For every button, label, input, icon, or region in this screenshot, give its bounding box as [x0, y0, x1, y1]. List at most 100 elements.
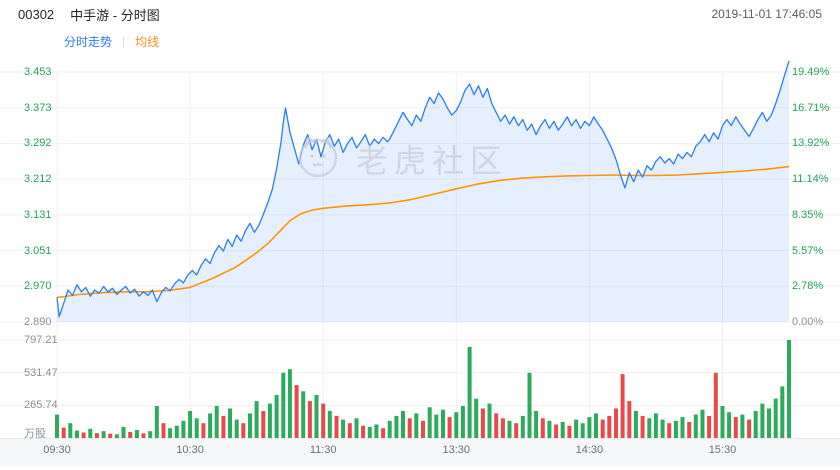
volume-bar — [301, 391, 306, 438]
price-area-fill — [57, 60, 789, 323]
chart-tabs: 分时走势 | 均线 — [0, 28, 840, 54]
volume-bar — [75, 430, 79, 438]
volume-bar — [680, 417, 685, 438]
time-axis-label: 09:30 — [43, 444, 71, 456]
volume-bar — [640, 415, 645, 438]
volume-bar — [660, 419, 665, 438]
volume-bar — [347, 423, 352, 438]
volume-bar — [547, 420, 552, 438]
time-axis-label: 15:30 — [708, 444, 737, 456]
volume-bar — [134, 430, 139, 438]
volume-bar — [234, 419, 239, 438]
volume-bar — [254, 401, 259, 438]
volume-bar — [334, 415, 339, 438]
volume-bar — [527, 372, 532, 438]
volume-bar — [627, 401, 632, 438]
stock-code: 00302 — [18, 6, 55, 22]
volume-unit-label: 万股 — [24, 428, 46, 440]
volume-bar — [161, 423, 166, 438]
volume-bar — [733, 417, 738, 438]
volume-bar — [687, 422, 692, 438]
volume-bar — [434, 414, 439, 438]
volume-bar — [773, 398, 778, 438]
volume-bar — [194, 418, 199, 438]
time-axis: 09:30 10:30 11:30 13:30 14:30 15:30 — [0, 438, 840, 466]
volume-bar — [421, 420, 425, 438]
tab-minute-trend[interactable]: 分时走势 — [64, 34, 113, 49]
volume-bar — [367, 426, 372, 438]
volume-bar — [168, 428, 173, 438]
volume-bar — [540, 418, 545, 438]
volume-bar — [228, 408, 232, 438]
stock-name-title: 中手游 - 分时图 — [70, 7, 160, 23]
volume-bar — [447, 417, 452, 438]
volume-bar — [580, 423, 585, 438]
volume-bar — [374, 424, 379, 438]
volume-bar — [707, 415, 712, 438]
volume-bar — [141, 433, 146, 438]
volume-bar — [68, 423, 73, 438]
volume-bar — [214, 406, 219, 438]
volume-bar — [620, 374, 625, 438]
volume-bar — [673, 420, 678, 438]
volume-bar — [287, 369, 292, 438]
volume-bar — [108, 433, 113, 438]
volume-bar — [607, 415, 612, 438]
volume-bar — [753, 411, 758, 438]
tab-divider: | — [122, 34, 126, 48]
volume-bar — [767, 408, 771, 438]
volume-bar — [148, 431, 153, 438]
volume-bar — [401, 411, 405, 438]
volume-bar — [567, 425, 572, 438]
header: 00302 中手游 - 分时图 2019-11-01 17:46:05 — [0, 0, 840, 28]
volume-bar — [494, 413, 499, 438]
volume-bar — [520, 415, 525, 438]
volume-bar — [460, 406, 465, 438]
volume-bar — [88, 428, 93, 438]
volume-bar — [294, 385, 299, 438]
volume-bar — [341, 419, 346, 438]
volume-bar — [760, 403, 765, 438]
volume-bar — [128, 431, 133, 438]
volume-bar — [121, 426, 126, 438]
chart-canvas[interactable] — [0, 54, 840, 470]
volume-bar — [81, 432, 86, 438]
volume-bar — [653, 413, 658, 438]
volume-bar — [647, 418, 652, 438]
header-title-group: 00302 中手游 - 分时图 — [18, 5, 160, 24]
volume-bar — [221, 415, 226, 438]
price-line — [56, 60, 790, 318]
volume-bar — [188, 411, 193, 438]
time-axis-label: 14:30 — [575, 444, 604, 456]
time-axis-label: 11:30 — [309, 444, 337, 456]
volume-bar — [667, 423, 672, 438]
volume-bar — [55, 414, 59, 438]
volume-bar — [507, 420, 512, 438]
volume-bar — [201, 423, 206, 438]
volume-bar — [454, 412, 459, 438]
timestamp: 2019-11-01 17:46:05 — [711, 7, 822, 21]
volume-bar — [720, 406, 725, 438]
volume-bar — [248, 413, 252, 438]
volume-bar — [314, 395, 319, 438]
volume-bar — [94, 433, 99, 438]
volume-bar — [534, 411, 539, 438]
volume-bar — [261, 411, 266, 438]
volume-bar — [414, 413, 419, 438]
volume-bar — [387, 420, 392, 438]
volume-bar — [101, 431, 106, 438]
volume-bar — [500, 418, 505, 438]
volume-bar — [181, 420, 186, 438]
volume-bar — [381, 428, 386, 438]
volume-bar — [514, 423, 519, 438]
volume-bar — [727, 412, 732, 438]
volume-bar — [321, 403, 326, 438]
volume-bar — [633, 411, 638, 438]
volume-bar — [281, 372, 286, 438]
volume-bar — [154, 406, 159, 438]
volume-bar — [780, 386, 785, 438]
tab-moving-average[interactable]: 均线 — [135, 34, 160, 49]
intraday-chart[interactable]: 老虎社区 3.453 3.373 3.292 3.212 3.131 3.051 2.970… — [0, 54, 840, 470]
time-axis-label: 13:30 — [442, 444, 471, 456]
volume-bar — [441, 409, 445, 438]
